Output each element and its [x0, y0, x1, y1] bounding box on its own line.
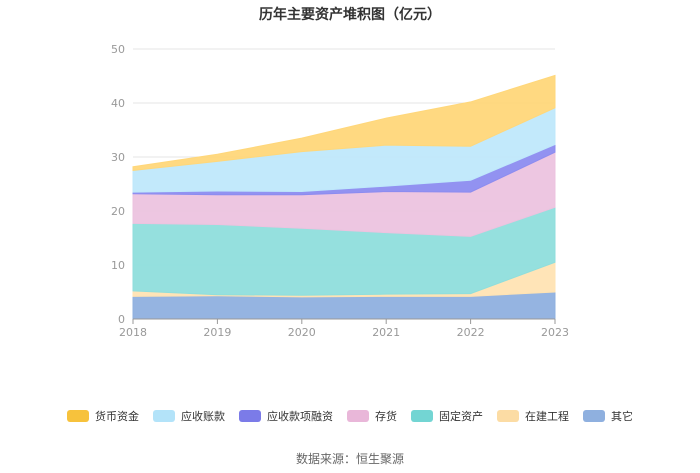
x-tick-label: 2023	[541, 326, 569, 339]
y-tick-label: 0	[118, 313, 125, 326]
legend-label: 存货	[375, 410, 397, 423]
legend-item[interactable]: 存货	[347, 408, 397, 424]
y-tick-label: 40	[111, 97, 125, 110]
x-tick-label: 2018	[119, 326, 147, 339]
legend-swatch	[497, 410, 519, 422]
legend-label: 在建工程	[525, 410, 569, 423]
legend-swatch	[153, 410, 175, 422]
legend-swatch	[67, 410, 89, 422]
x-tick-label: 2020	[288, 326, 316, 339]
chart-title: 历年主要资产堆积图（亿元）	[259, 7, 441, 23]
y-tick-label: 50	[111, 43, 125, 56]
area-series-货币资金[interactable]	[132, 74, 556, 172]
y-tick-label: 10	[111, 259, 125, 272]
legend-item[interactable]: 固定资产	[411, 408, 483, 424]
stacked-area-chart: 0 10 20 30 40 50 2018 2019 2020 2021 2022 2023	[111, 43, 569, 339]
legend-label: 货币资金	[95, 410, 139, 423]
x-tick-label: 2021	[372, 326, 400, 339]
legend-swatch	[583, 410, 605, 422]
legend-item[interactable]: 应收账款	[153, 408, 225, 424]
legend-label: 应收账款	[181, 410, 225, 423]
x-tick-label: 2022	[457, 326, 485, 339]
y-tick-label: 20	[111, 205, 125, 218]
legend-item[interactable]: 货币资金	[67, 408, 139, 424]
y-tick-label: 30	[111, 151, 125, 164]
x-tick-label: 2019	[203, 326, 231, 339]
legend-swatch	[347, 410, 369, 422]
legend-swatch	[411, 410, 433, 422]
legend-label: 应收款项融资	[267, 410, 333, 423]
legend-item[interactable]: 在建工程	[497, 408, 569, 424]
legend-item[interactable]: 应收款项融资	[239, 408, 333, 424]
legend-label: 固定资产	[439, 410, 483, 423]
data-source: 数据来源：恒生聚源	[295, 452, 404, 466]
legend: 货币资金 应收账款 应收款项融资 存货 固定资产 在建工程 其它	[0, 408, 700, 424]
legend-swatch	[239, 410, 261, 422]
legend-item[interactable]: 其它	[583, 408, 633, 424]
legend-label: 其它	[611, 410, 633, 423]
